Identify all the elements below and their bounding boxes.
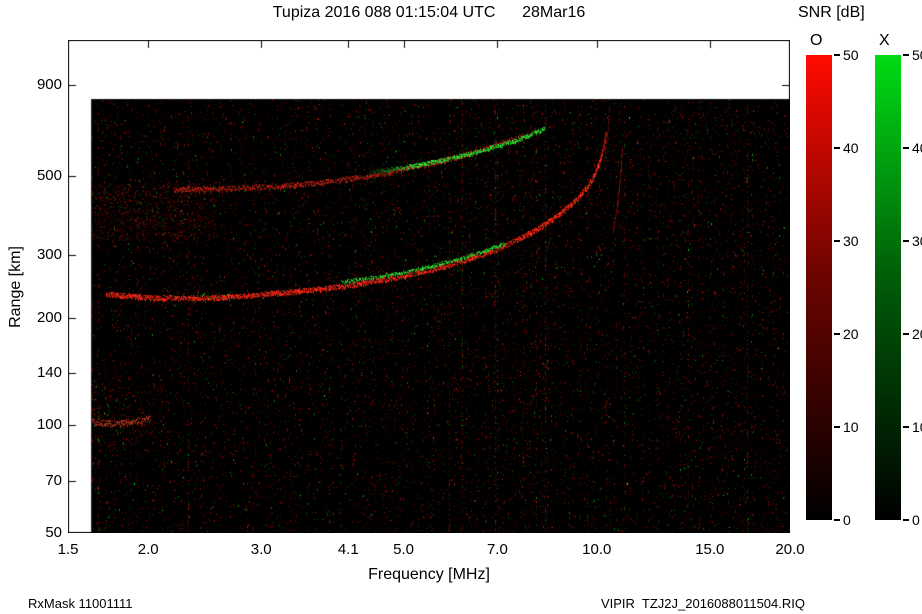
y-tick-label: 300 xyxy=(36,246,62,264)
ionogram-canvas xyxy=(68,40,790,533)
colorbar-tick-mark xyxy=(834,54,840,56)
colorbar-o-gradient xyxy=(806,55,832,520)
x-tick-label: 4.1 xyxy=(337,541,359,558)
rxmask-label: RxMask 11001111 xyxy=(28,596,133,611)
x-tick-label: 15.0 xyxy=(695,541,725,558)
colorbar-tick-label: 20 xyxy=(912,326,922,342)
colorbar-tick-mark xyxy=(903,519,909,521)
colorbar-tick-mark xyxy=(834,519,840,521)
y-tick-label: 50 xyxy=(45,524,62,541)
colorbar-tick-mark xyxy=(834,147,840,149)
data-filename-label: VIPIR TZJ2J_2016088011504.RIQ xyxy=(600,596,805,611)
colorbar-tick-mark xyxy=(903,426,909,428)
colorbar-tick-label: 40 xyxy=(912,140,922,156)
colorbar-tick-mark xyxy=(903,147,909,149)
y-tick-label: 500 xyxy=(36,166,62,184)
colorbar-tick-label: 50 xyxy=(912,47,922,63)
y-tick-label: 200 xyxy=(36,308,62,326)
x-tick-label: 20.0 xyxy=(775,541,805,558)
x-tick-label: 7.0 xyxy=(486,541,508,558)
colorbar-x-label: X xyxy=(879,32,890,49)
y-axis-title: Range [km] xyxy=(7,246,24,328)
colorbar-tick-label: 10 xyxy=(912,419,922,435)
page-title: Tupiza 2016 088 01:15:04 UTC 28Mar16 xyxy=(272,4,586,21)
x-tick-label: 5.0 xyxy=(393,541,414,558)
colorbar-tick-label: 40 xyxy=(843,140,859,156)
x-tick-label: 1.5 xyxy=(57,541,79,558)
y-tick-label: 100 xyxy=(36,416,62,434)
colorbar-o-label: O xyxy=(810,32,823,49)
x-tick-label: 2.0 xyxy=(137,541,159,558)
colorbar-tick-mark xyxy=(903,333,909,335)
colorbar-tick-label: 20 xyxy=(843,326,859,342)
colorbar-tick-label: 0 xyxy=(912,512,920,528)
colorbar-tick-label: 0 xyxy=(843,512,851,528)
colorbar-tick-mark xyxy=(903,54,909,56)
colorbar-tick-label: 10 xyxy=(843,419,859,435)
colorbar-tick-mark xyxy=(834,240,840,242)
colorbar-tick-mark xyxy=(834,333,840,335)
y-tick-label: 70 xyxy=(45,471,62,489)
snr-units-label: SNR [dB] xyxy=(798,4,865,21)
colorbar-tick-mark xyxy=(903,240,909,242)
x-axis-title: Frequency [MHz] xyxy=(368,566,490,583)
x-tick-label: 3.0 xyxy=(250,541,272,558)
colorbar-tick-label: 50 xyxy=(843,47,859,63)
colorbar-tick-label: 30 xyxy=(912,233,922,249)
x-tick-label: 10.0 xyxy=(582,541,612,558)
y-tick-label: 140 xyxy=(36,364,62,382)
y-tick-label: 900 xyxy=(36,75,62,93)
colorbar-x-gradient xyxy=(875,55,901,520)
colorbar-tick-label: 30 xyxy=(843,233,859,249)
colorbar-tick-mark xyxy=(834,426,840,428)
